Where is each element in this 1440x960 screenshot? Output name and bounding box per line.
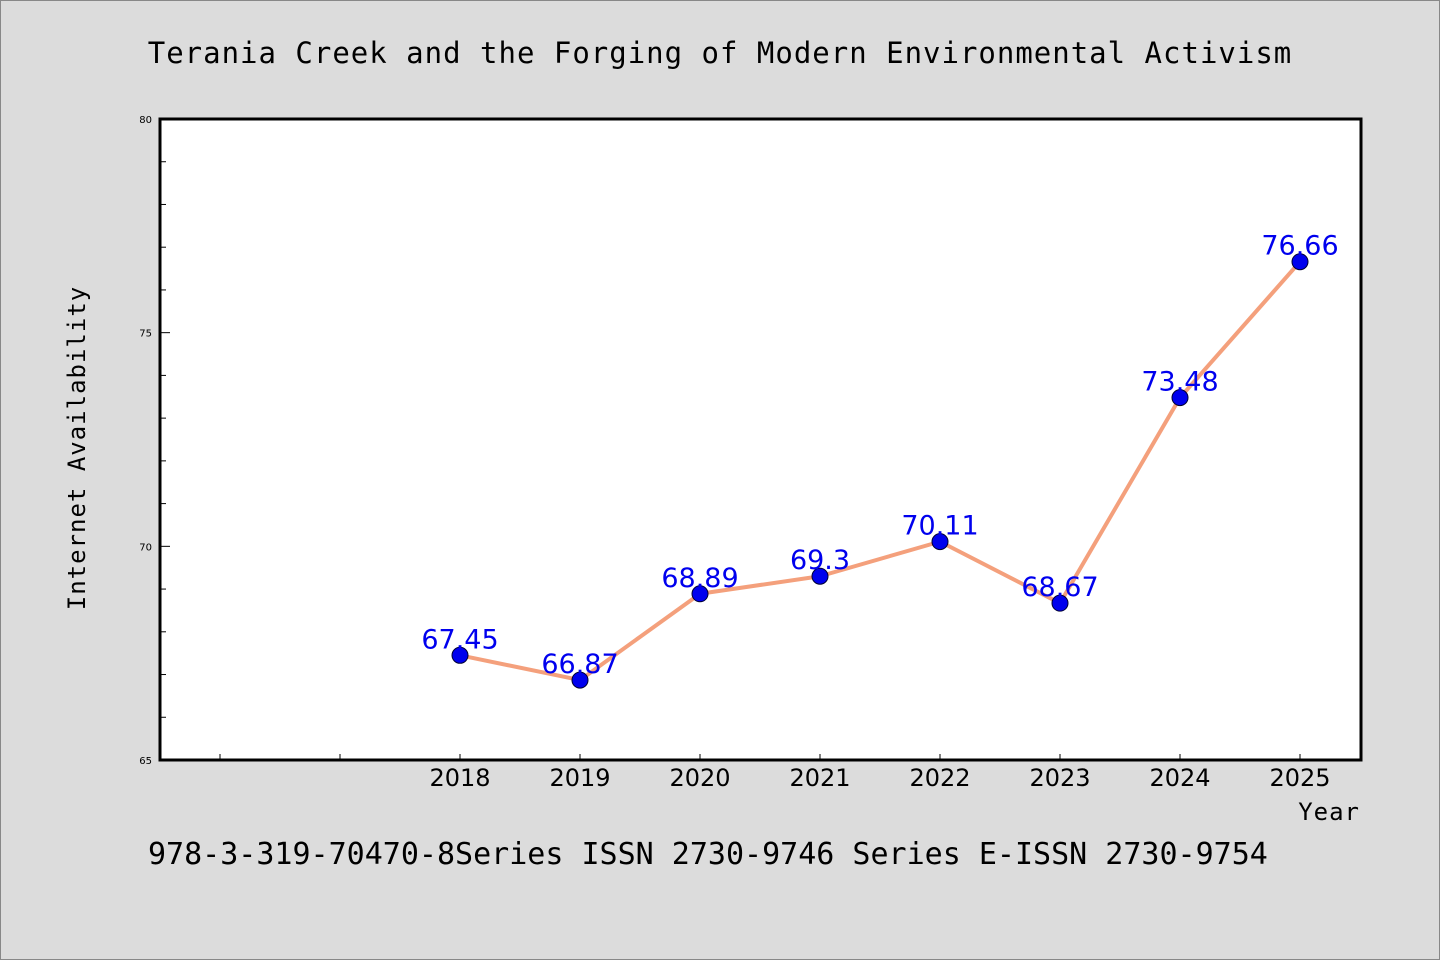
chart-title: Terania Creek and the Forging of Modern … [148, 36, 1293, 70]
data-point [1051, 594, 1069, 612]
x-axis-ticks: 2018 2019 2020 2021 2022 2023 2024 2025 [219, 754, 1331, 792]
data-point [931, 533, 949, 551]
y-tick-label: 80 [139, 115, 152, 126]
data-label: 67.45 [421, 624, 498, 655]
data-point [691, 585, 709, 603]
series-line [458, 259, 1302, 683]
footer-text: 978-3-319-70470-8Series ISSN 2730-9746 S… [148, 837, 1268, 872]
x-tick-label: 2023 [1029, 764, 1090, 792]
data-label: 73.48 [1141, 367, 1218, 398]
data-label: 70.11 [901, 511, 978, 542]
x-tick-label: 2018 [429, 764, 490, 792]
data-label: 69.3 [790, 545, 850, 576]
y-tick-label: 70 [139, 542, 152, 553]
series-group: 67.45 66.87 68.89 69.3 70.11 68.67 73.48 76.66 [421, 231, 1339, 689]
plot-area [158, 117, 1363, 762]
data-label: 76.66 [1261, 231, 1338, 262]
data-point [811, 567, 829, 585]
data-label: 68.89 [661, 563, 738, 594]
y-axis-ticks: 65 70 75 80 [139, 115, 170, 767]
y-tick-label: 65 [139, 756, 152, 767]
y-tick-label: 75 [139, 329, 152, 340]
data-label: 66.87 [541, 649, 618, 680]
x-tick-label: 2025 [1269, 764, 1330, 792]
x-tick-label: 2024 [1149, 764, 1210, 792]
data-label: 68.67 [1021, 572, 1098, 603]
data-point [1171, 389, 1189, 407]
x-tick-label: 2020 [669, 764, 730, 792]
data-point [571, 671, 589, 689]
y-axis-label: Internet Availability [63, 286, 91, 610]
x-axis-label: Year [1298, 798, 1360, 826]
data-point [451, 646, 469, 664]
data-point [1291, 253, 1309, 271]
x-tick-label: 2021 [789, 764, 850, 792]
x-tick-label: 2022 [909, 764, 970, 792]
x-tick-label: 2019 [549, 764, 610, 792]
